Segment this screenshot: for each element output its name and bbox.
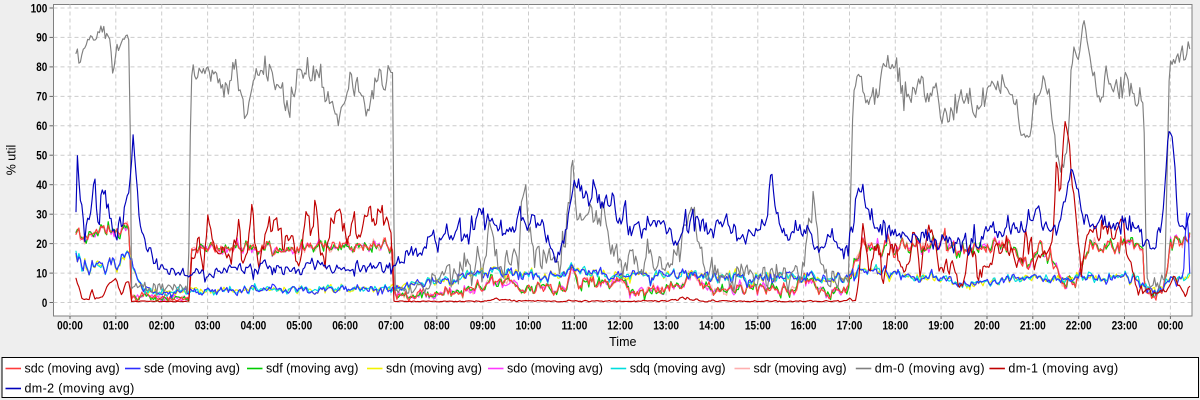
svg-text:Time: Time bbox=[609, 335, 636, 349]
svg-text:dm-0 (moving avg): dm-0 (moving avg) bbox=[875, 362, 985, 376]
svg-text:0: 0 bbox=[42, 296, 48, 310]
svg-text:10:00: 10:00 bbox=[516, 319, 542, 333]
svg-text:dm-2 (moving avg): dm-2 (moving avg) bbox=[25, 382, 135, 396]
svg-text:12:00: 12:00 bbox=[607, 319, 633, 333]
svg-text:sdq (moving avg): sdq (moving avg) bbox=[630, 362, 726, 376]
svg-text:sdf (moving avg): sdf (moving avg) bbox=[266, 362, 358, 376]
svg-text:20:00: 20:00 bbox=[974, 319, 1000, 333]
svg-text:11:00: 11:00 bbox=[562, 319, 588, 333]
svg-text:20: 20 bbox=[36, 237, 47, 251]
svg-text:10: 10 bbox=[36, 266, 47, 280]
svg-text:% util: % util bbox=[5, 145, 19, 176]
svg-text:00:00: 00:00 bbox=[57, 319, 83, 333]
svg-text:dm-1 (moving avg): dm-1 (moving avg) bbox=[1008, 362, 1118, 376]
svg-text:19:00: 19:00 bbox=[928, 319, 954, 333]
svg-text:sdo (moving avg): sdo (moving avg) bbox=[507, 362, 603, 376]
svg-text:30: 30 bbox=[36, 208, 47, 222]
svg-text:00:00: 00:00 bbox=[1158, 319, 1184, 333]
svg-text:15:00: 15:00 bbox=[745, 319, 771, 333]
svg-text:09:00: 09:00 bbox=[470, 319, 496, 333]
svg-text:60: 60 bbox=[36, 119, 47, 133]
svg-text:21:00: 21:00 bbox=[1020, 319, 1046, 333]
svg-text:04:00: 04:00 bbox=[241, 319, 267, 333]
svg-text:17:00: 17:00 bbox=[837, 319, 863, 333]
svg-text:05:00: 05:00 bbox=[286, 319, 312, 333]
svg-text:08:00: 08:00 bbox=[424, 319, 450, 333]
svg-text:sdn (moving avg): sdn (moving avg) bbox=[386, 362, 482, 376]
svg-text:100: 100 bbox=[31, 1, 48, 15]
svg-text:16:00: 16:00 bbox=[791, 319, 817, 333]
svg-text:40: 40 bbox=[36, 178, 47, 192]
svg-text:06:00: 06:00 bbox=[332, 319, 358, 333]
svg-text:01:00: 01:00 bbox=[103, 319, 129, 333]
svg-text:22:00: 22:00 bbox=[1066, 319, 1092, 333]
svg-text:sdr (moving avg): sdr (moving avg) bbox=[754, 362, 847, 376]
svg-text:70: 70 bbox=[36, 90, 47, 104]
svg-text:80: 80 bbox=[36, 60, 47, 74]
svg-text:50: 50 bbox=[36, 149, 47, 163]
svg-text:13:00: 13:00 bbox=[653, 319, 679, 333]
svg-text:02:00: 02:00 bbox=[149, 319, 175, 333]
svg-text:03:00: 03:00 bbox=[195, 319, 221, 333]
svg-text:07:00: 07:00 bbox=[378, 319, 404, 333]
svg-text:14:00: 14:00 bbox=[699, 319, 725, 333]
svg-text:sdc (moving avg): sdc (moving avg) bbox=[25, 362, 120, 376]
svg-text:90: 90 bbox=[36, 31, 47, 45]
svg-text:18:00: 18:00 bbox=[882, 319, 908, 333]
svg-text:sde (moving avg): sde (moving avg) bbox=[144, 362, 240, 376]
svg-text:23:00: 23:00 bbox=[1112, 319, 1138, 333]
